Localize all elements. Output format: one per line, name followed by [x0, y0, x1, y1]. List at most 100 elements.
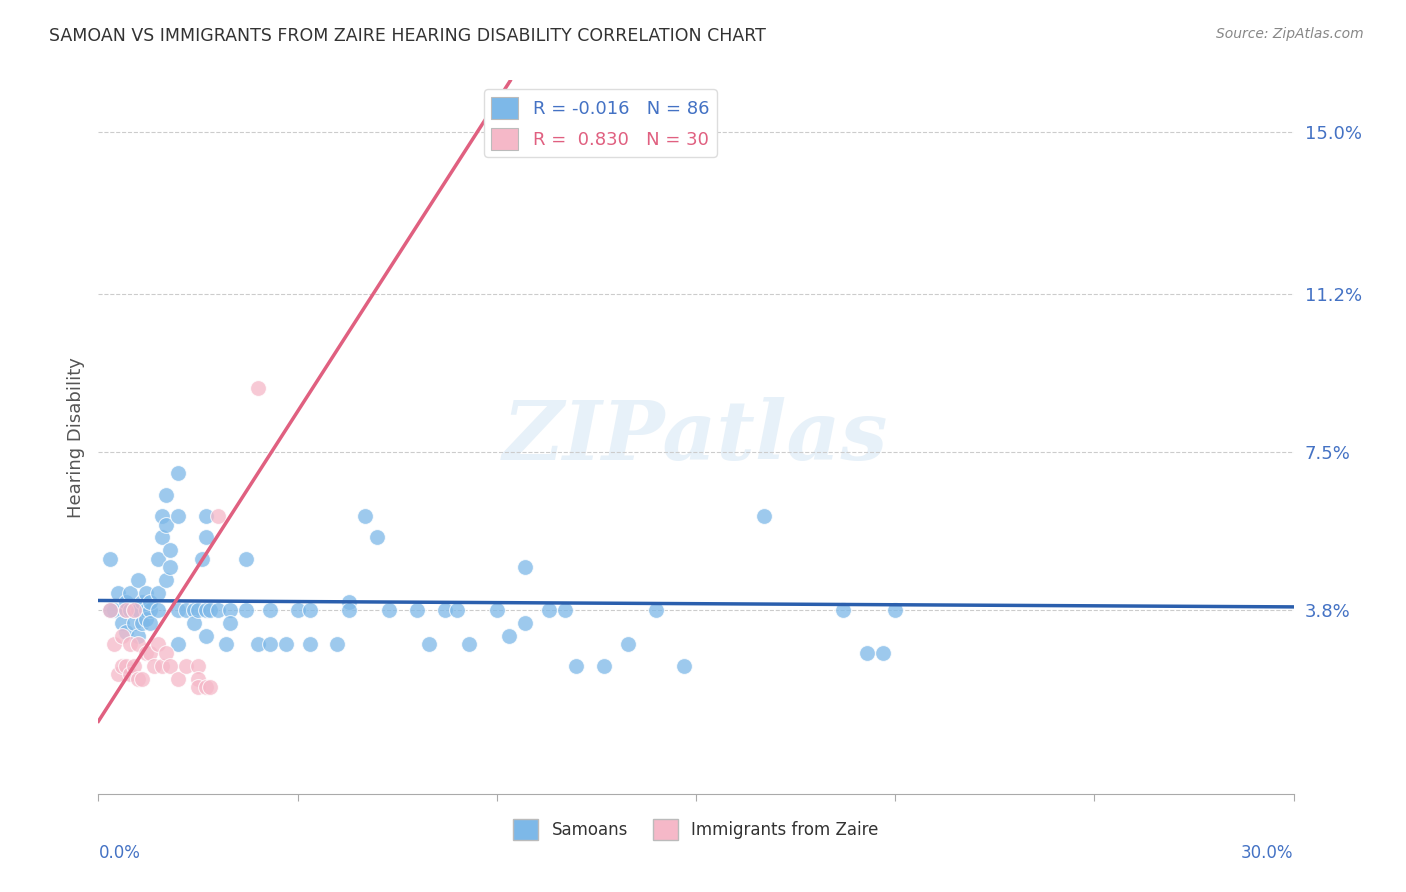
Point: [139, 615, 162, 630]
Point: [673, 658, 696, 673]
Point: [150, 531, 173, 545]
Point: [183, 603, 205, 617]
Point: [187, 603, 209, 617]
Point: [159, 560, 181, 574]
Text: ZIPatlas: ZIPatlas: [503, 397, 889, 477]
Point: [135, 612, 157, 626]
Point: [148, 552, 170, 566]
Point: [183, 615, 205, 630]
Point: [246, 381, 269, 395]
Point: [187, 672, 209, 686]
Point: [115, 603, 138, 617]
Point: [434, 603, 457, 617]
Point: [115, 624, 138, 639]
Point: [135, 646, 157, 660]
Point: [645, 603, 668, 617]
Point: [143, 658, 166, 673]
Point: [354, 509, 377, 524]
Point: [195, 680, 218, 694]
Point: [378, 603, 401, 617]
Point: [148, 603, 170, 617]
Point: [554, 603, 576, 617]
Point: [187, 658, 209, 673]
Point: [752, 509, 775, 524]
Point: [565, 658, 588, 673]
Point: [124, 658, 146, 673]
Point: [298, 603, 321, 617]
Point: [326, 637, 349, 651]
Point: [124, 603, 146, 617]
Point: [215, 637, 238, 651]
Point: [148, 586, 170, 600]
Point: [115, 603, 138, 617]
Point: [107, 586, 129, 600]
Point: [513, 615, 536, 630]
Point: [274, 637, 297, 651]
Point: [187, 680, 209, 694]
Point: [167, 509, 190, 524]
Point: [219, 603, 242, 617]
Point: [195, 603, 218, 617]
Point: [259, 603, 281, 617]
Point: [198, 603, 221, 617]
Point: [191, 552, 214, 566]
Point: [115, 594, 138, 608]
Text: 30.0%: 30.0%: [1241, 844, 1294, 862]
Point: [298, 637, 321, 651]
Point: [124, 615, 146, 630]
Point: [174, 658, 197, 673]
Point: [120, 637, 142, 651]
Point: [366, 531, 388, 545]
Point: [120, 603, 142, 617]
Point: [98, 603, 122, 617]
Point: [120, 586, 142, 600]
Point: [111, 658, 134, 673]
Point: [195, 629, 218, 643]
Point: [617, 637, 640, 651]
Point: [135, 586, 157, 600]
Point: [131, 615, 153, 630]
Point: [406, 603, 429, 617]
Point: [115, 658, 138, 673]
Point: [127, 603, 149, 617]
Text: SAMOAN VS IMMIGRANTS FROM ZAIRE HEARING DISABILITY CORRELATION CHART: SAMOAN VS IMMIGRANTS FROM ZAIRE HEARING …: [49, 27, 766, 45]
Point: [139, 603, 162, 617]
Point: [124, 603, 146, 617]
Point: [174, 603, 197, 617]
Point: [155, 573, 177, 587]
Point: [127, 637, 149, 651]
Y-axis label: Hearing Disability: Hearing Disability: [66, 357, 84, 517]
Point: [111, 615, 134, 630]
Point: [219, 615, 242, 630]
Point: [235, 552, 257, 566]
Point: [159, 543, 181, 558]
Point: [155, 517, 177, 532]
Point: [135, 603, 157, 617]
Point: [111, 629, 134, 643]
Point: [150, 509, 173, 524]
Point: [120, 667, 142, 681]
Point: [139, 594, 162, 608]
Point: [418, 637, 440, 651]
Point: [458, 637, 481, 651]
Point: [485, 603, 508, 617]
Point: [195, 531, 218, 545]
Point: [513, 560, 536, 574]
Point: [131, 594, 153, 608]
Point: [593, 658, 616, 673]
Point: [537, 603, 560, 617]
Point: [103, 603, 125, 617]
Point: [246, 637, 269, 651]
Point: [339, 594, 361, 608]
Point: [287, 603, 309, 617]
Legend: Samoans, Immigrants from Zaire: Samoans, Immigrants from Zaire: [506, 813, 886, 847]
Point: [167, 603, 190, 617]
Point: [98, 552, 122, 566]
Point: [195, 509, 218, 524]
Point: [167, 672, 190, 686]
Text: Source: ZipAtlas.com: Source: ZipAtlas.com: [1216, 27, 1364, 41]
Point: [167, 467, 190, 481]
Point: [832, 603, 855, 617]
Point: [150, 658, 173, 673]
Point: [131, 672, 153, 686]
